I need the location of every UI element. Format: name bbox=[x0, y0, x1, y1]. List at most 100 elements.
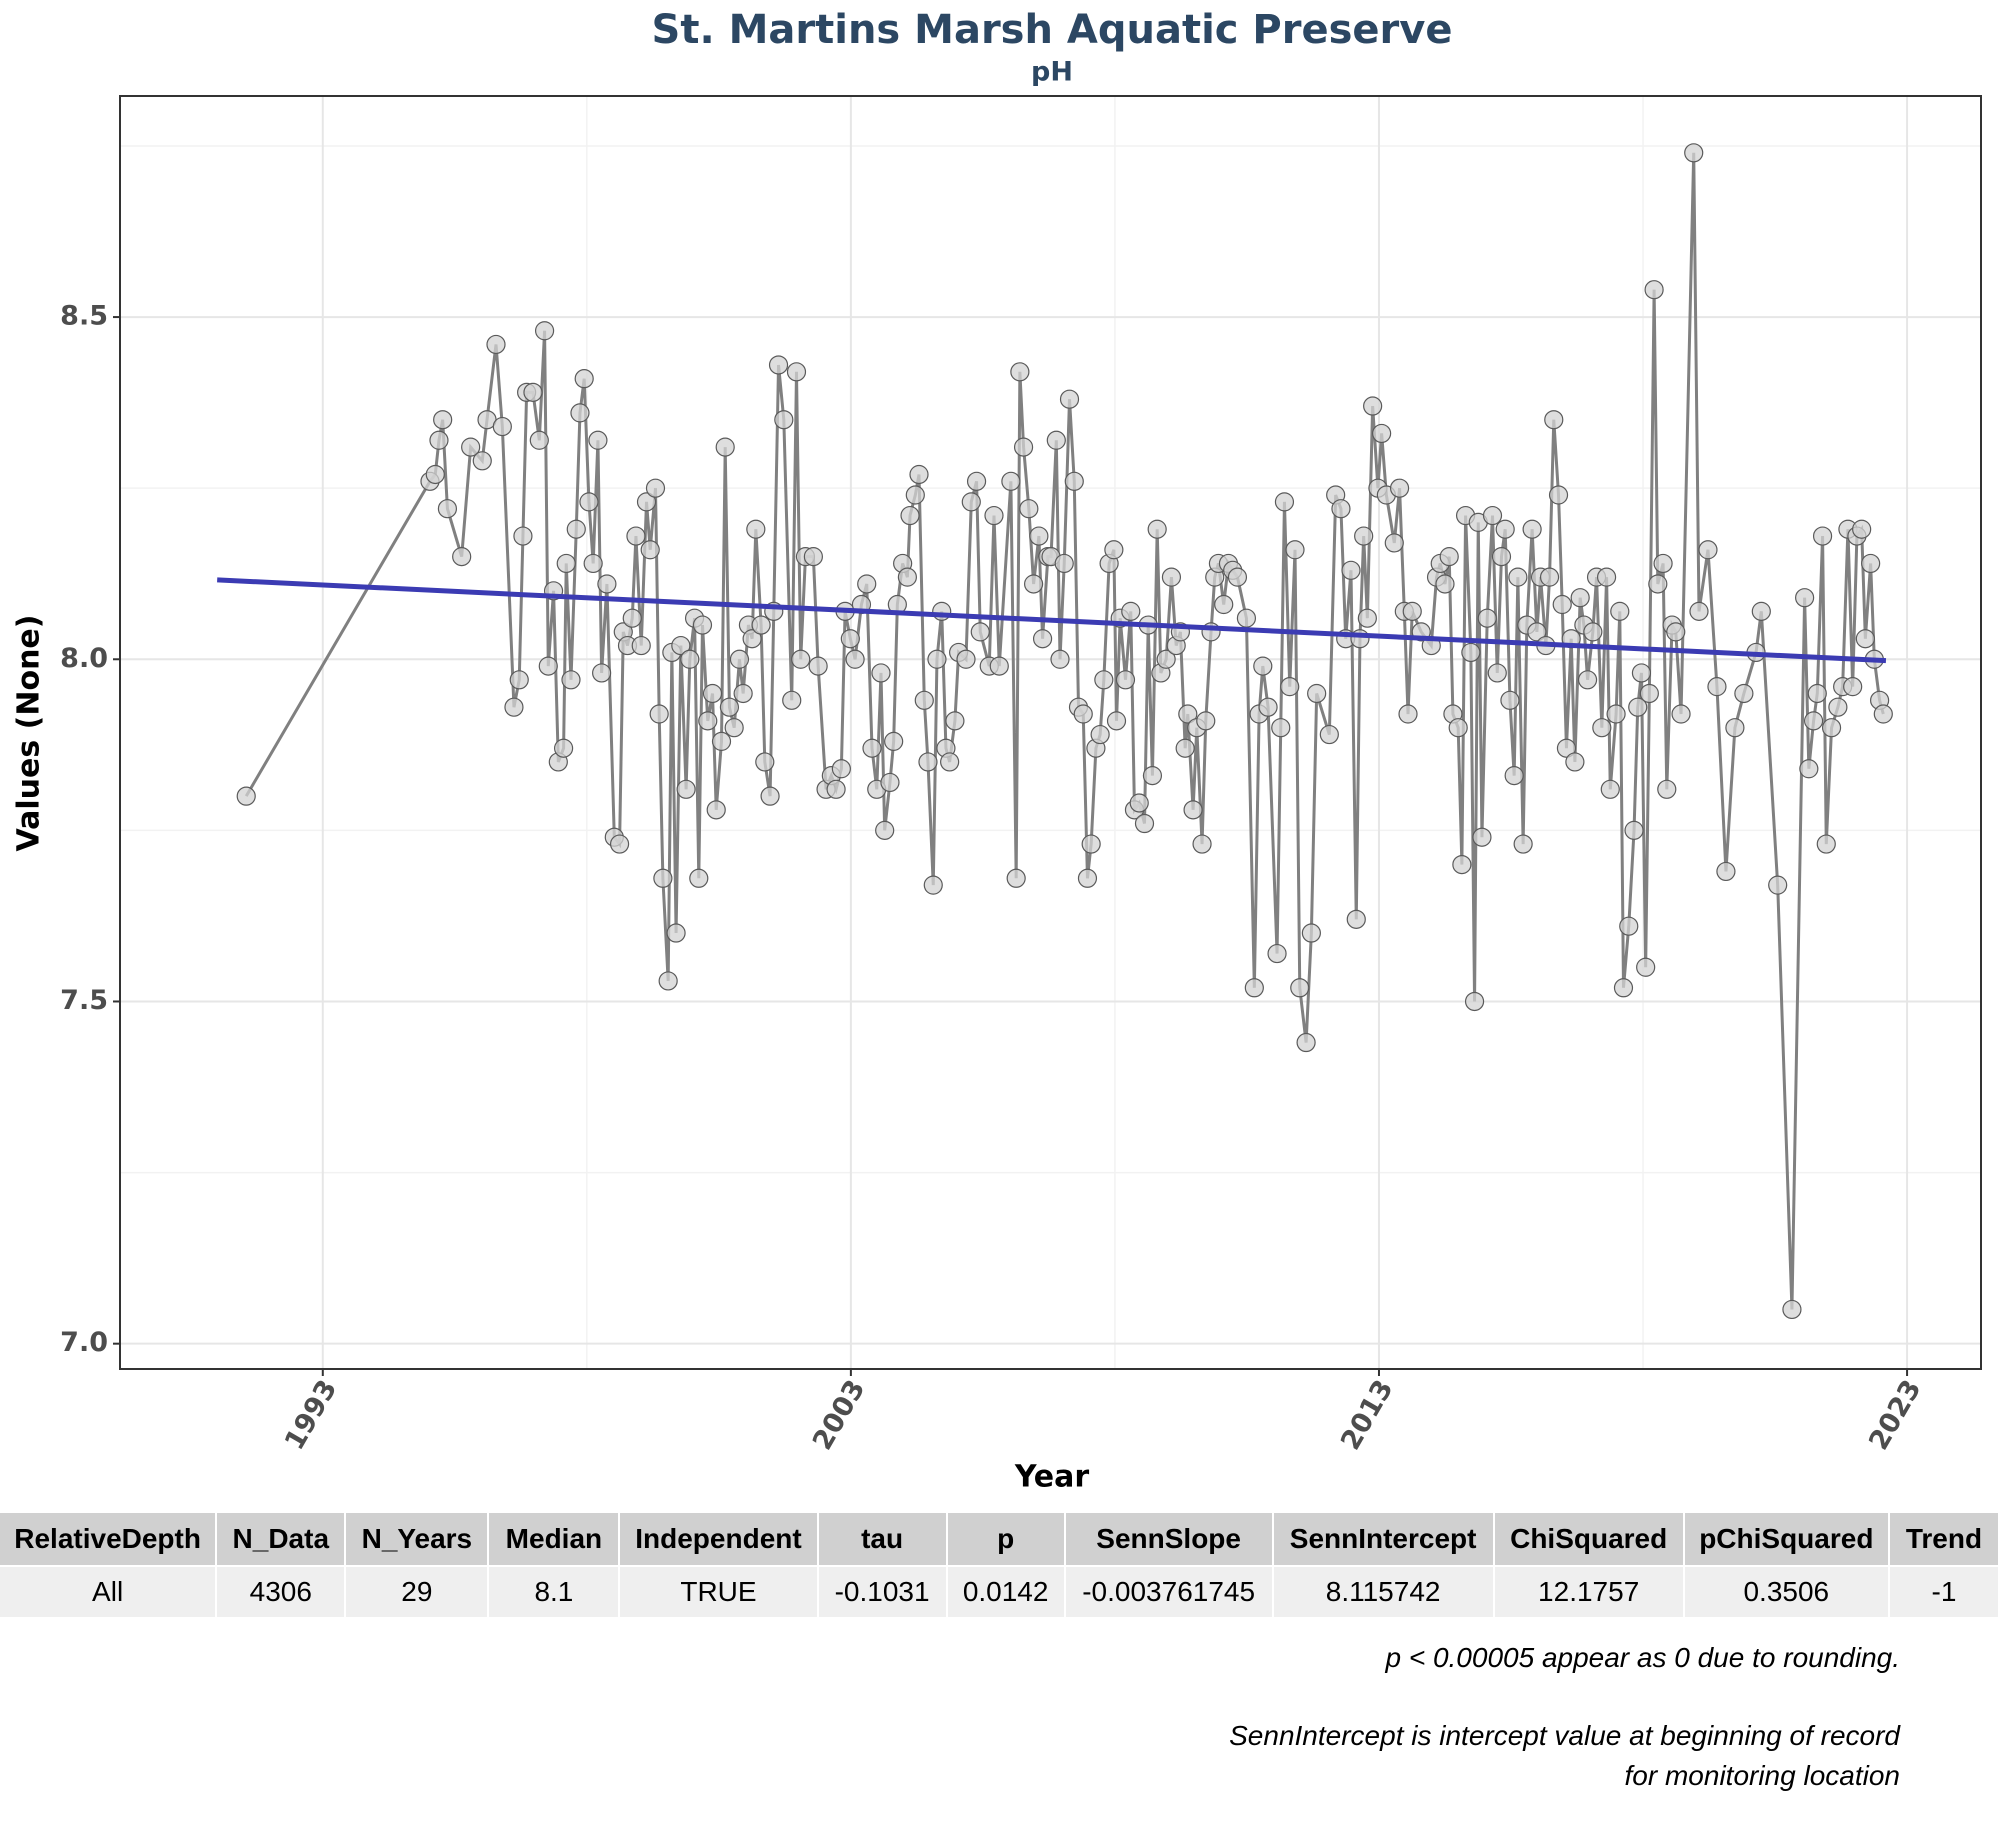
data-point bbox=[1852, 519, 1872, 539]
data-point bbox=[1619, 916, 1639, 936]
table-cell: TRUE bbox=[619, 1565, 819, 1617]
table-header-cell: Independent bbox=[619, 1513, 819, 1566]
data-point bbox=[1628, 697, 1648, 717]
data-point bbox=[579, 492, 599, 512]
data-point bbox=[724, 718, 744, 738]
data-point bbox=[719, 697, 740, 717]
data-point bbox=[791, 649, 811, 669]
table-header-cell: p bbox=[946, 1513, 1066, 1566]
data-point bbox=[1544, 410, 1564, 430]
data-point bbox=[1077, 868, 1098, 888]
table-header-cell: RelativeDepth bbox=[0, 1513, 218, 1566]
data-point bbox=[702, 683, 723, 704]
data-point bbox=[927, 649, 947, 669]
data-point bbox=[1452, 854, 1472, 875]
data-point bbox=[1106, 711, 1127, 731]
table-cell: 29 bbox=[345, 1565, 490, 1617]
data-point bbox=[1001, 471, 1021, 491]
y-tick-label: 8.5 bbox=[60, 301, 108, 332]
data-point bbox=[966, 471, 987, 491]
table-cell: 12.1757 bbox=[1493, 1565, 1685, 1617]
data-point bbox=[1046, 430, 1066, 450]
data-point bbox=[553, 738, 574, 758]
data-point bbox=[1214, 594, 1234, 615]
data-point bbox=[1807, 683, 1827, 704]
data-point bbox=[940, 752, 960, 772]
data-point bbox=[1054, 553, 1074, 574]
data-point bbox=[875, 820, 895, 840]
data-point bbox=[1548, 485, 1569, 505]
data-point bbox=[1812, 526, 1833, 546]
data-point bbox=[945, 711, 965, 731]
data-point bbox=[452, 547, 472, 567]
data-point bbox=[918, 752, 938, 772]
data-point bbox=[631, 635, 651, 656]
data-point bbox=[653, 868, 673, 888]
chart-subtitle: pH bbox=[1031, 57, 1073, 88]
data-point bbox=[692, 615, 713, 635]
data-point bbox=[680, 649, 700, 669]
data-point bbox=[504, 697, 524, 717]
data-point bbox=[1592, 718, 1612, 738]
data-point bbox=[1280, 677, 1300, 697]
data-point bbox=[897, 567, 917, 587]
data-point bbox=[1843, 677, 1863, 697]
y-axis-title: Values (None) bbox=[12, 615, 47, 852]
data-point bbox=[1821, 718, 1842, 738]
data-point bbox=[1653, 553, 1673, 574]
data-point bbox=[900, 505, 920, 526]
table-cell: -0.1031 bbox=[817, 1565, 948, 1617]
data-point bbox=[1613, 978, 1634, 998]
data-point bbox=[609, 834, 630, 854]
data-point bbox=[1855, 629, 1875, 649]
data-point bbox=[1389, 478, 1410, 498]
data-point bbox=[1716, 861, 1736, 882]
data-point bbox=[1147, 519, 1167, 539]
data-point bbox=[1006, 868, 1026, 888]
data-point bbox=[1734, 683, 1754, 704]
data-point bbox=[649, 704, 669, 724]
data-point bbox=[425, 464, 445, 485]
data-point bbox=[1795, 588, 1815, 608]
table-cell: 0.3506 bbox=[1683, 1565, 1890, 1617]
y-tick-label: 7.0 bbox=[60, 1327, 108, 1358]
data-point bbox=[1671, 704, 1691, 724]
table-header-cell: N_Data bbox=[216, 1513, 347, 1566]
data-point bbox=[1461, 642, 1481, 663]
data-point bbox=[989, 656, 1009, 676]
x-tick-label: 2013 bbox=[1335, 1375, 1399, 1456]
data-point bbox=[523, 382, 543, 402]
data-point bbox=[1527, 622, 1547, 642]
table-header-cell: tau bbox=[817, 1513, 948, 1566]
stats-table: RelativeDepth N_Data N_Years Median Independ… bbox=[0, 1513, 2000, 1617]
data-point bbox=[1059, 389, 1080, 409]
data-point bbox=[486, 334, 506, 355]
data-point bbox=[1296, 1032, 1316, 1053]
data-point bbox=[1104, 540, 1124, 560]
data-point bbox=[592, 663, 612, 683]
data-point bbox=[914, 690, 934, 710]
data-point bbox=[1648, 574, 1668, 594]
data-point bbox=[1487, 663, 1507, 683]
data-point bbox=[826, 779, 846, 799]
data-point bbox=[1556, 738, 1577, 758]
data-point bbox=[1636, 957, 1656, 977]
data-point bbox=[1596, 567, 1617, 587]
data-point bbox=[970, 622, 990, 642]
data-point bbox=[1570, 588, 1590, 608]
data-point bbox=[583, 553, 603, 574]
data-point bbox=[429, 430, 449, 450]
data-point bbox=[636, 492, 657, 512]
data-point bbox=[923, 875, 943, 895]
data-point bbox=[640, 540, 660, 560]
data-point bbox=[1500, 690, 1520, 710]
data-point bbox=[698, 711, 718, 731]
data-point bbox=[1274, 492, 1295, 512]
data-point bbox=[782, 690, 802, 710]
data-point bbox=[751, 615, 771, 635]
data-point bbox=[1402, 601, 1422, 621]
data-point bbox=[1236, 608, 1257, 628]
data-point bbox=[1639, 683, 1659, 704]
data-point bbox=[1290, 978, 1310, 998]
table-cell: -1 bbox=[1888, 1565, 2000, 1617]
